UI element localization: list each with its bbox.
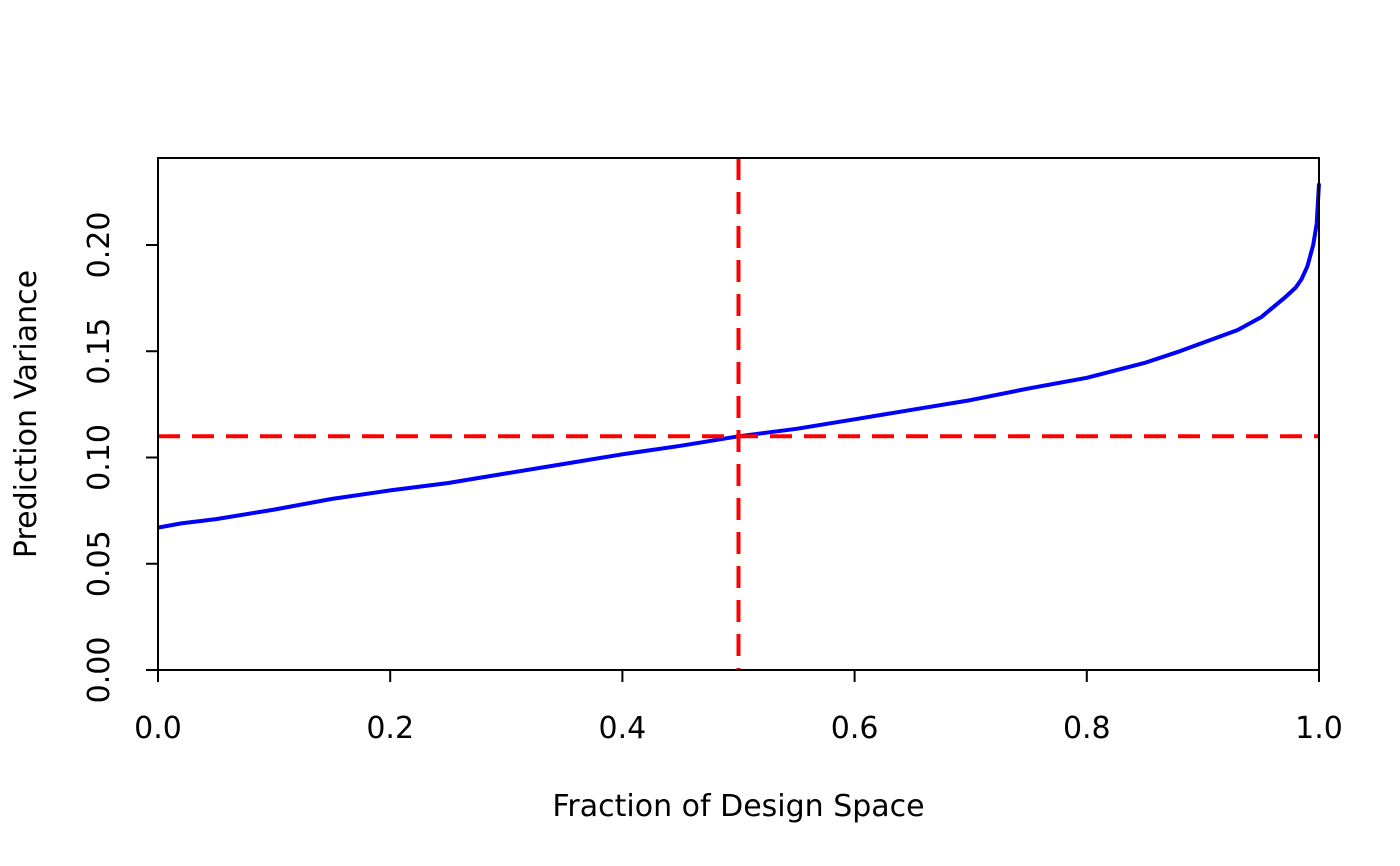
y-axis-title: Prediction Variance [9, 270, 44, 558]
data-series-line [157, 183, 1321, 530]
x-tick-label: 0.4 [599, 711, 647, 746]
y-tick-label: 0.20 [82, 212, 117, 279]
y-tick-label: 0.15 [82, 318, 117, 385]
y-tick-label: 0.05 [82, 530, 117, 597]
x-tick-label: 0.6 [831, 711, 879, 746]
x-tick-label: 1.0 [1295, 711, 1343, 746]
x-axis-title: Fraction of Design Space [552, 789, 924, 824]
plot-frame [157, 157, 1320, 671]
x-tick-label: 0.2 [366, 711, 414, 746]
y-tick-label: 0.10 [82, 424, 117, 491]
x-tick-label: 0.8 [1063, 711, 1111, 746]
y-tick-label: 0.00 [82, 637, 117, 704]
x-tick-label: 0.0 [134, 711, 182, 746]
